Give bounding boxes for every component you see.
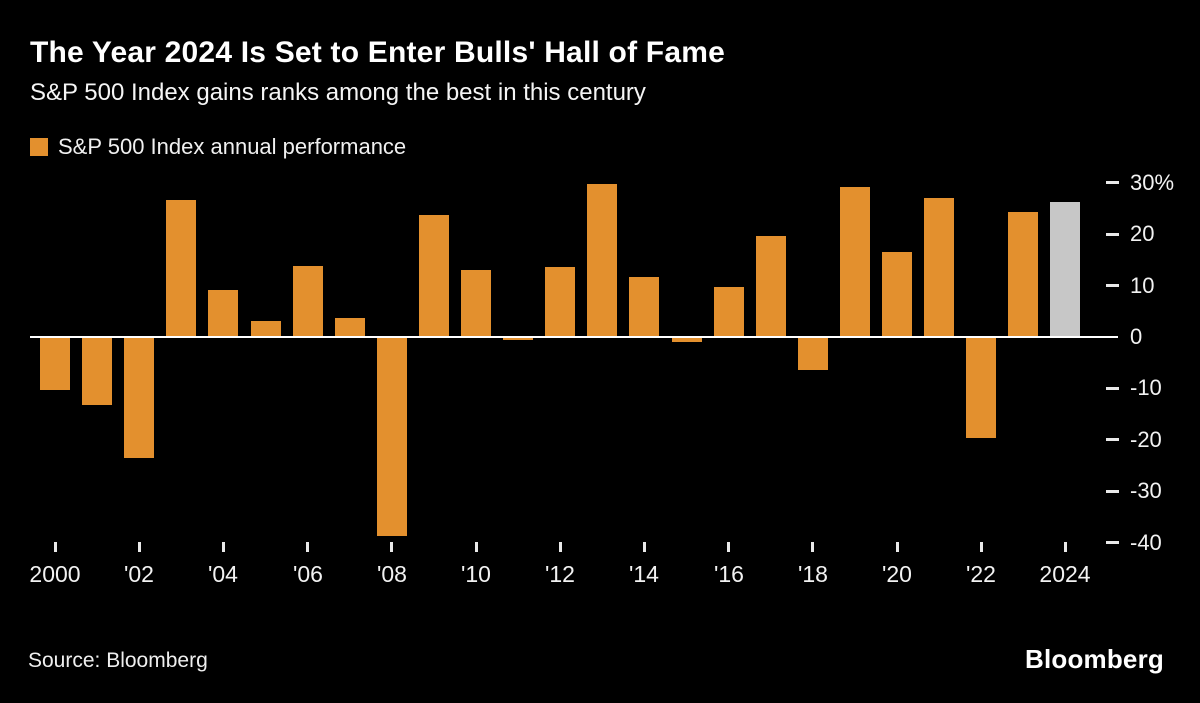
y-tick-label: -40 [1130,530,1162,555]
y-tick-mark [1106,181,1119,184]
x-tick-mark [980,542,983,552]
bar-2024 [1050,202,1081,336]
y-tick-label: 20 [1130,221,1155,246]
bar-2020 [882,252,912,336]
bar-2008 [376,338,407,536]
x-tick-mark [1064,542,1067,552]
y-tick-label: 30% [1130,170,1175,195]
x-tick-label: '04 [208,561,238,587]
y-tick-label: 10 [1130,273,1155,298]
bar-2022 [966,338,997,438]
y-tick-mark [1106,387,1119,390]
x-tick-mark [896,542,899,552]
x-tick-label: '14 [629,561,659,587]
bar-2023 [1008,212,1039,336]
x-tick-mark [643,542,646,552]
bar-2014 [629,277,660,336]
bar-2006 [292,266,323,336]
bar-2012 [545,267,576,336]
bar-2000 [40,338,70,390]
x-tick-label: '02 [124,561,154,587]
x-tick-mark [306,542,309,552]
x-tick-label: 2024 [1039,561,1091,587]
x-tick-mark [138,542,141,552]
x-tick-mark [390,542,393,552]
y-tick-mark [1106,490,1119,493]
legend-label: S&P 500 Index annual performance [58,134,407,159]
x-tick-label: '22 [966,561,996,587]
bar-2017 [755,236,786,336]
bar-2001 [82,338,113,405]
x-tick-mark [54,542,57,552]
y-tick-label: -20 [1130,427,1162,452]
chart-title: The Year 2024 Is Set to Enter Bulls' Hal… [30,36,725,69]
bar-2018 [797,338,828,370]
bar-2003 [166,200,197,336]
legend-swatch-icon [30,138,48,156]
bar-2005 [250,321,281,336]
x-tick-label: '08 [377,561,407,587]
y-tick-label: -30 [1130,478,1162,503]
x-tick-label: '16 [714,561,744,587]
bar-2021 [924,198,955,336]
source-credit: Source: Bloomberg [28,649,208,672]
y-tick-label: -10 [1130,375,1162,400]
bar-2004 [208,290,239,336]
bar-2007 [334,318,365,336]
x-tick-label: 2000 [29,561,81,587]
chart-subtitle: S&P 500 Index gains ranks among the best… [30,79,646,106]
bar-2016 [713,287,744,336]
x-tick-label: '20 [882,561,912,587]
legend: S&P 500 Index annual performance [30,134,406,160]
y-tick-mark [1106,438,1119,441]
bar-2009 [418,215,449,336]
x-tick-mark [475,542,478,552]
bar-2010 [461,270,491,336]
x-tick-mark [222,542,225,552]
x-tick-mark [559,542,562,552]
y-tick-mark [1106,541,1119,544]
x-tick-mark [811,542,814,552]
bar-2013 [587,184,618,336]
y-tick-mark [1106,284,1119,287]
x-tick-label: '10 [461,561,491,587]
x-tick-mark [727,542,730,552]
bloomberg-logo: Bloomberg [1024,644,1164,674]
y-tick-mark [1106,233,1119,236]
bar-2002 [124,338,155,458]
x-tick-label: '18 [798,561,828,587]
y-tick-label: 0 [1130,324,1143,349]
bar-2015 [671,338,702,342]
zero-axis-line [30,336,1118,338]
x-tick-label: '06 [293,561,323,587]
x-tick-label: '12 [545,561,575,587]
bar-2011 [503,338,534,340]
bar-2019 [839,187,870,336]
